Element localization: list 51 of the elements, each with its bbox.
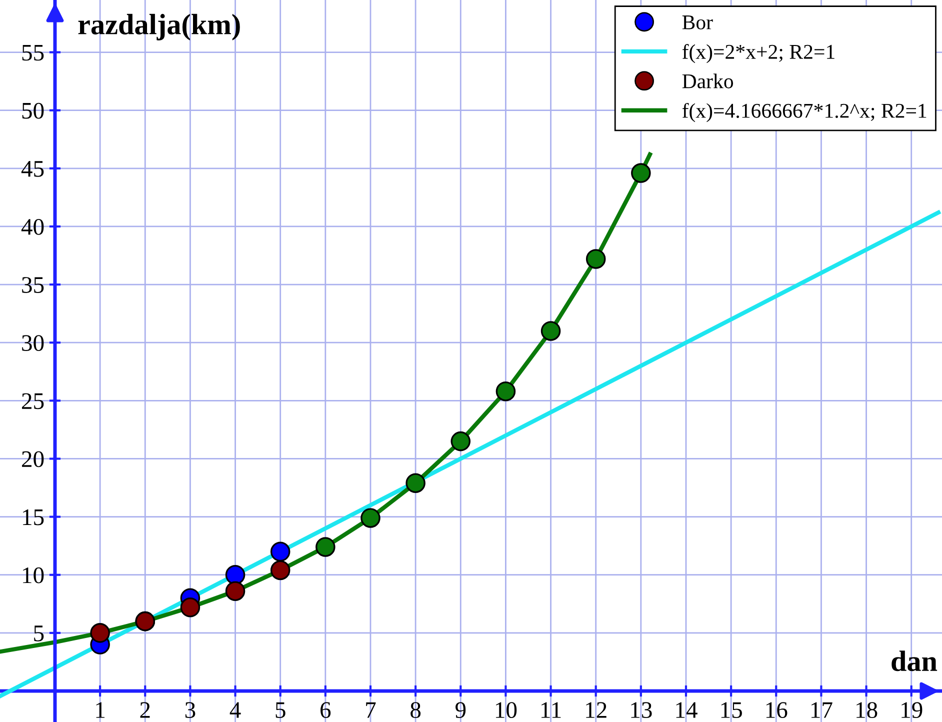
legend-label: Darko <box>682 74 734 88</box>
x-tick-label: 12 <box>586 702 606 718</box>
y-tick-label: 30 <box>22 335 44 352</box>
x-tick-label: 2 <box>140 702 150 718</box>
point <box>540 321 561 341</box>
x-tick-label: 1 <box>96 702 105 718</box>
y-axis-title: razdalja(km) <box>78 14 240 40</box>
x-tick-label: 14 <box>676 702 698 718</box>
x-tick-label: 19 <box>902 702 922 718</box>
line-series <box>0 152 652 654</box>
x-tick-label: 9 <box>455 702 466 718</box>
point <box>90 623 110 643</box>
y-tick-label: 20 <box>22 451 44 468</box>
point <box>450 431 471 452</box>
legend-label: Bor <box>682 16 713 30</box>
y-tick-label: 40 <box>21 218 44 235</box>
y-tick-label: 45 <box>21 161 44 177</box>
point <box>586 249 606 269</box>
x-tick-label: 7 <box>366 702 376 718</box>
x-tick-label: 8 <box>410 702 421 718</box>
point <box>270 542 290 562</box>
y-tick-label: 10 <box>23 567 44 584</box>
y-tick-label: 55 <box>22 44 44 61</box>
point <box>180 597 200 618</box>
point <box>225 564 246 585</box>
point <box>270 560 290 580</box>
legend-label: f(x)=4.1666667*1.2^x; R2=1 <box>682 102 926 122</box>
y-tick-label: 25 <box>22 393 44 410</box>
x-tick-label: 18 <box>856 702 878 718</box>
y-tick-label: 50 <box>22 102 44 119</box>
y-tick-label: 15 <box>23 509 44 526</box>
point <box>360 508 380 528</box>
point <box>316 537 336 557</box>
legend-label: f(x)=2*x+2; R2=1 <box>682 44 834 64</box>
y-tick-label: 5 <box>34 626 44 642</box>
point <box>406 473 426 494</box>
x-tick-label: 16 <box>766 702 788 718</box>
point <box>496 381 516 402</box>
x-tick-label: 11 <box>541 702 561 718</box>
y-tick-label: 35 <box>22 277 44 293</box>
x-tick-label: 13 <box>631 702 652 718</box>
x-axis-title: dan <box>892 650 938 672</box>
point <box>631 163 651 183</box>
x-tick-label: 15 <box>721 702 742 718</box>
x-tick-label: 3 <box>185 702 196 718</box>
point <box>225 581 246 602</box>
x-tick-label: 10 <box>496 702 517 718</box>
x-tick-label: 5 <box>276 702 286 718</box>
x-tick-label: 17 <box>811 702 832 718</box>
x-tick-label: 6 <box>320 702 331 718</box>
x-tick-label: 4 <box>230 702 241 718</box>
